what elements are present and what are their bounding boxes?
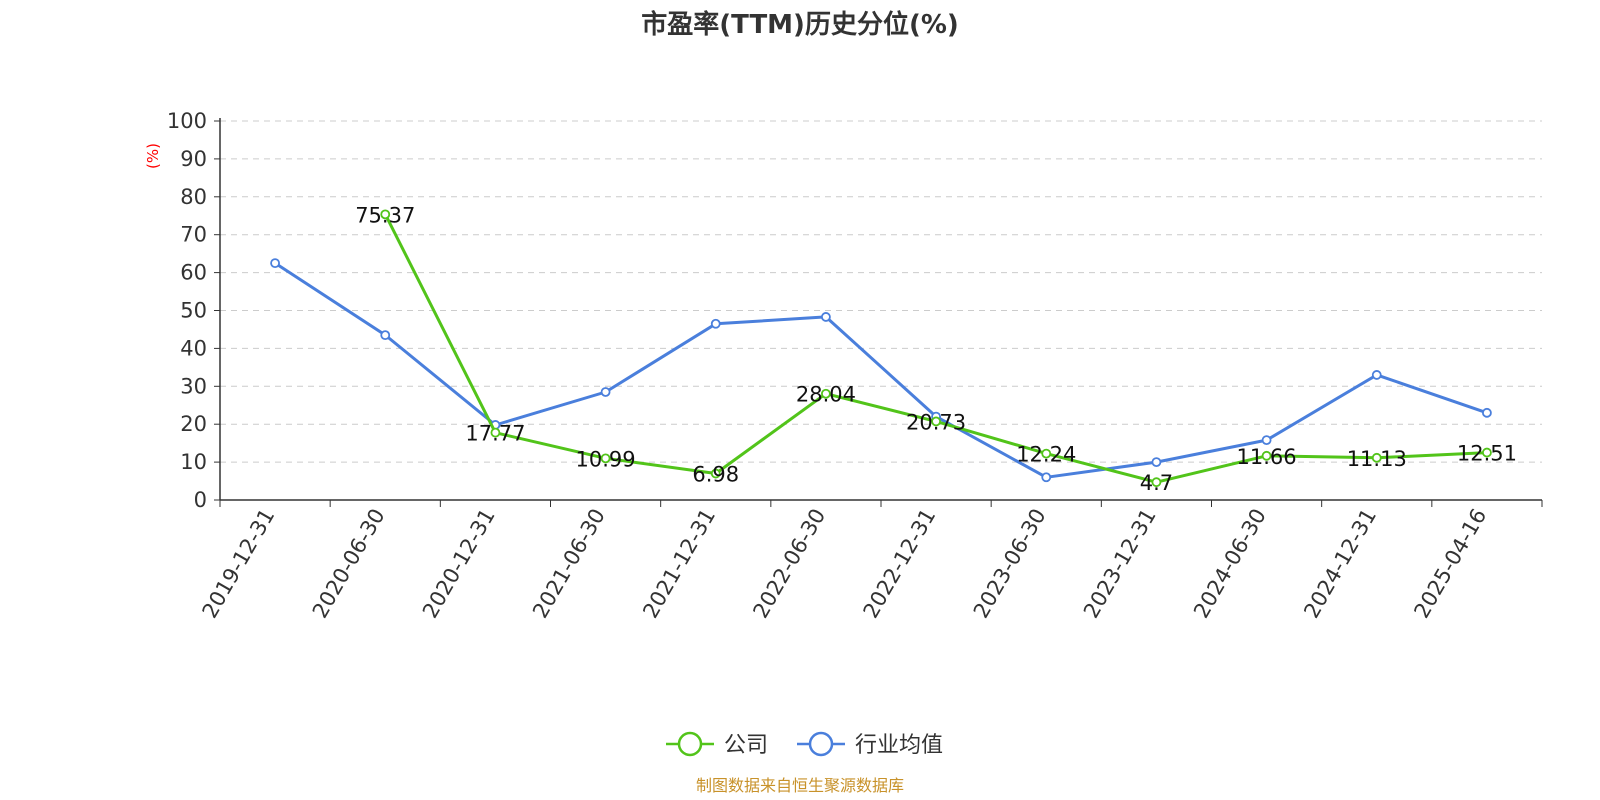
chart-title: 市盈率(TTM)历史分位(%) (641, 9, 959, 40)
data-point[interactable] (490, 427, 501, 438)
data-labels: 75.37 17.77 10.99 6.98 28.04 20.73 12.24 4.7 11.… (355, 203, 1517, 495)
y-tick-label: 30 (180, 374, 207, 398)
y-tick-label: 50 (180, 299, 207, 323)
data-label: 75.37 (355, 203, 415, 227)
x-tick-label: 2025-04-16 (1409, 505, 1491, 623)
x-tick-label: 2020-12-31 (418, 504, 500, 622)
x-tick-label: 2022-06-30 (748, 505, 830, 623)
x-tick-label: 2022-12-31 (859, 504, 941, 622)
data-point[interactable] (380, 330, 391, 341)
data-point[interactable] (270, 258, 280, 269)
data-label: 11.66 (1237, 445, 1297, 469)
y-axis-unit: (%) (144, 143, 162, 169)
x-tick-label: 2021-06-30 (528, 505, 610, 623)
x-tick-label: 2023-12-31 (1079, 505, 1161, 623)
data-point[interactable] (600, 453, 611, 464)
data-point[interactable] (1371, 452, 1382, 463)
data-label: 6.98 (692, 463, 739, 487)
data-label: 10.99 (576, 447, 636, 471)
legend[interactable]: 公司 行业均值 (666, 731, 943, 758)
series-line-1 (274, 261, 1488, 479)
data-point[interactable] (1371, 370, 1382, 380)
axes (214, 118, 1543, 507)
y-tick-label: 0 (194, 488, 207, 512)
data-label: 28.04 (796, 383, 856, 407)
data-label: 4.7 (1140, 471, 1173, 495)
data-point[interactable] (380, 209, 391, 220)
data-point[interactable] (1261, 435, 1272, 446)
data-label: 20.73 (906, 410, 966, 434)
y-tick-label: 20 (180, 412, 207, 436)
x-tick-label: 2020-06-30 (308, 505, 390, 623)
legend-label: 公司 (724, 733, 768, 758)
y-tick-label: 10 (180, 450, 207, 474)
legend-item-0[interactable]: 公司 (666, 731, 768, 758)
y-tick-label: 40 (180, 336, 207, 360)
y-tick-label: 60 (180, 261, 207, 285)
series-group (270, 209, 1492, 488)
legend-label: 行业均值 (855, 733, 943, 758)
x-tick-label: 2021-12-31 (638, 505, 720, 623)
y-tick-label: 90 (180, 147, 207, 171)
grid-lines (220, 120, 1542, 463)
data-point[interactable] (931, 416, 941, 427)
data-point[interactable] (1151, 477, 1162, 488)
data-label: 11.13 (1347, 447, 1407, 471)
data-point[interactable] (821, 312, 831, 322)
y-tick-label: 100 (167, 109, 207, 133)
data-point[interactable] (821, 388, 831, 399)
x-tick-label: 2023-06-30 (969, 505, 1051, 623)
x-tick-label: 2024-06-30 (1189, 505, 1271, 623)
source-note: 制图数据来自恒生聚源数据库 (696, 776, 904, 795)
data-point[interactable] (710, 468, 721, 479)
data-point[interactable] (1151, 457, 1162, 468)
legend-marker (677, 731, 703, 757)
data-point[interactable] (1041, 472, 1052, 483)
data-point[interactable] (600, 387, 611, 397)
data-point[interactable] (1482, 407, 1492, 418)
x-tick-labels: 2019-12-31 2020-06-30 2020-12-31 2021-06-30… (198, 504, 1492, 622)
y-tick-label: 70 (180, 223, 207, 247)
data-label: 17.77 (465, 422, 525, 446)
y-tick-labels: 0 10 20 30 40 50 60 70 80 90 100 (167, 109, 207, 512)
x-tick-label: 2024-12-31 (1299, 505, 1381, 623)
legend-marker (808, 731, 834, 757)
data-label: 12.51 (1457, 442, 1517, 466)
data-point[interactable] (1041, 448, 1052, 459)
legend-item-1[interactable]: 行业均值 (797, 731, 943, 758)
data-point[interactable] (1261, 450, 1272, 461)
data-label: 12.24 (1016, 443, 1076, 467)
data-point[interactable] (710, 318, 721, 329)
data-point[interactable] (1482, 447, 1492, 458)
y-tick-label: 80 (180, 185, 207, 209)
x-tick-label: 2019-12-31 (198, 505, 280, 623)
